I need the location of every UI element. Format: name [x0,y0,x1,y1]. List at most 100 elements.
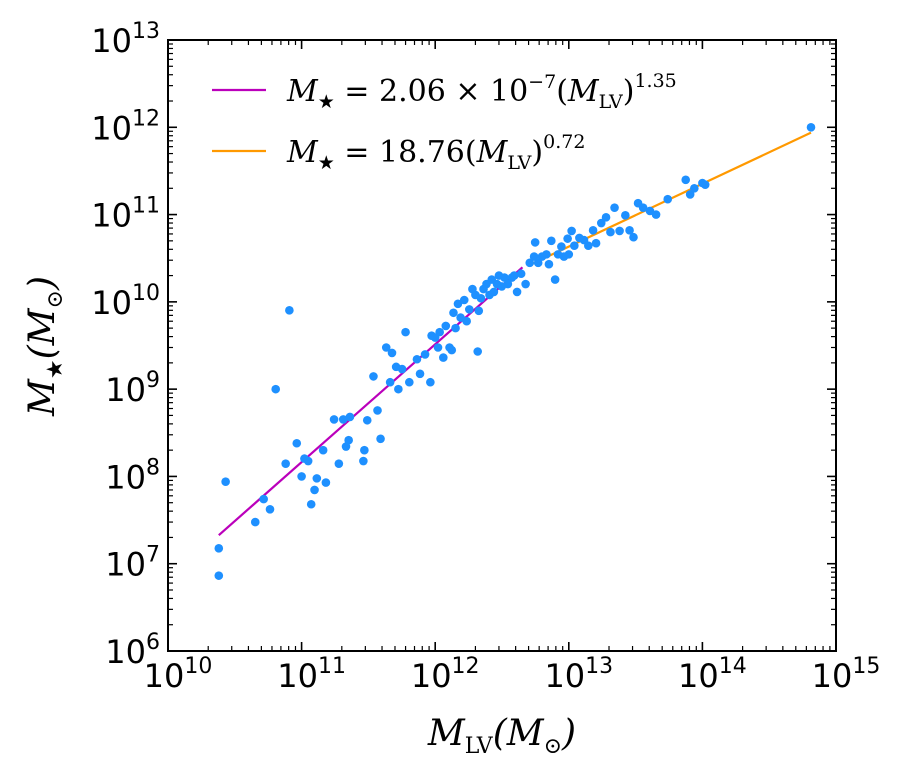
data-point [271,384,281,394]
data-point [306,499,316,509]
data-point [550,275,560,284]
data-point [601,213,611,222]
legend-1-lhs-var: M [286,135,319,170]
x-label-sub: LV [465,734,494,759]
y-tick-label: 1010 [91,281,160,322]
x-tick-label: 1010 [144,654,213,695]
y-tick-label-base: 10 [105,633,146,671]
data-point [420,350,430,359]
x-tick-label-exp: 15 [852,654,880,679]
legend-1-coef: 18.76 [379,135,465,170]
x-label-var: M [427,713,466,754]
data-point [265,505,275,514]
data-point [221,477,230,487]
data-point [685,190,695,199]
y-tick-label-exp: 7 [146,543,160,568]
data-point [385,377,395,387]
tick-labels: 1010 1011 1012 1013 1014 10151061071081091010… [91,19,880,695]
y-tick-label-exp: 13 [132,19,160,44]
data-point [439,353,448,362]
data-point [297,472,306,481]
data-point [663,194,673,204]
data-point [310,485,319,495]
data-point [334,459,344,468]
data-point [584,241,593,250]
data-point [387,348,397,358]
data-point [465,305,474,314]
data-point [529,252,539,261]
data-point [625,226,634,235]
data-point [435,327,444,337]
data-point [281,459,290,468]
data-point [512,287,522,297]
data-point [474,306,484,316]
x-tick-label-exp: 10 [184,654,212,679]
data-point [441,321,451,331]
data-point [344,435,353,445]
data-point [426,377,435,387]
data-point [453,299,463,309]
data-point [516,269,526,279]
x-axis-label: MLV(M⊙) [427,713,576,759]
data-point [394,384,403,394]
data-point [563,234,572,243]
data-point [521,279,530,289]
y-tick-label-base: 10 [105,546,146,584]
data-point [567,226,576,236]
data-point [412,354,422,364]
data-point [373,406,382,415]
legend-0-paren-close: ) [623,74,635,109]
legend-1-paren-open: ( [465,135,477,170]
legend-1-paren-close: ) [531,135,543,170]
legend-0-coef: 2.06 × 10 [379,74,528,109]
y-label-sub: ★ [43,359,68,379]
data-point [345,412,355,422]
x-tick-label: 1011 [277,654,346,695]
legend-0-power: 1.35 [634,70,676,92]
data-point [321,478,331,487]
data-point [338,415,348,424]
legend-0-paren-open: ( [556,74,568,109]
data-point [381,343,391,352]
legend-1-rhs-var: M [476,135,509,170]
data-point [360,445,369,455]
data-point [250,517,260,527]
legend-label-low-mass-fit: M★ = 2.06 × 10−7(MLV)1.35 [286,70,677,113]
data-point [462,316,471,326]
x-label-unit-sub: ⊙ [544,734,562,759]
data-point [285,306,294,315]
x-label-close: ) [561,713,576,754]
legend-0-rhs-var: M [567,74,600,109]
data-point [214,571,224,580]
legend-0-lhs-sub: ★ [318,91,335,113]
legend-0-eq: = [335,74,379,109]
data-point [547,236,556,246]
data-point [681,175,691,185]
data-point [588,226,598,235]
data-point [376,434,385,444]
data-point [369,372,378,381]
y-tick-label: 106 [105,630,160,671]
x-tick-label: 1012 [411,654,480,695]
x-tick-label-base: 10 [277,657,318,695]
y-tick-label: 107 [105,543,160,584]
data-point [329,415,339,424]
data-point [591,238,601,248]
axis-ticks [167,39,837,652]
data-point [638,203,648,212]
data-point [570,241,579,250]
data-point [610,203,619,212]
y-tick-label-base: 10 [91,109,132,147]
legend-1-power: 0.72 [543,131,585,153]
y-tick-label-base: 10 [105,458,146,496]
y-label-close: ) [22,276,63,291]
data-point [405,377,414,387]
data-point [489,287,499,297]
legend-1-lhs-sub: ★ [318,152,335,174]
y-tick-label-base: 10 [91,197,132,235]
data-point [542,250,551,259]
x-tick-label-base: 10 [144,657,185,695]
data-point [459,295,469,305]
data-point [362,415,372,425]
data-point [564,250,574,259]
